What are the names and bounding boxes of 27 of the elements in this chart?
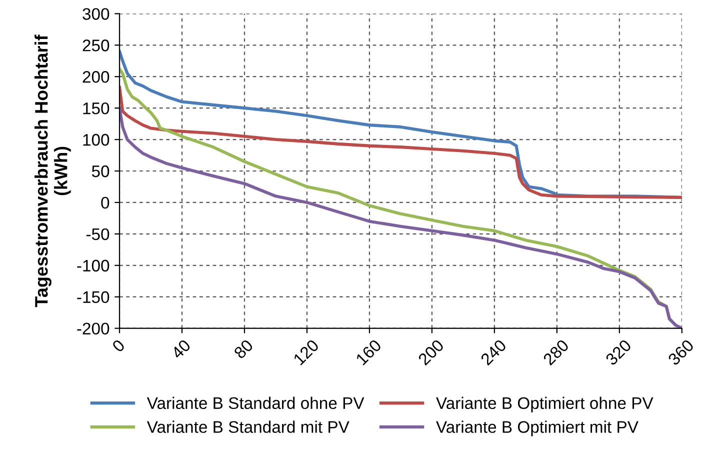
x-tick-label: 280 [542,338,570,366]
x-tick-label: 240 [480,338,507,366]
y-tick-label: -100 [77,260,110,272]
y-tick-label: 250 [82,40,110,52]
x-tick-label: 120 [292,338,320,366]
legend-label: Variante B Standard ohne PV [146,396,364,410]
x-tick-label: 40 [170,338,192,360]
y-tick-label: 50 [92,165,110,178]
y-tick-label: 100 [83,134,110,146]
x-tick-label: 80 [233,338,254,360]
x-tick-label: 360 [667,338,694,366]
x-tick-label: 160 [355,338,382,366]
y-tick-label: -150 [77,291,110,304]
x-tick-label: 0 [112,338,126,353]
y-tick-label: -50 [86,228,110,240]
line-series [120,86,682,199]
legend-label: Variante B Optimiert ohne PV [436,396,654,412]
y-axis-title: Tagesstromverbrauch Hochtarif (kWh) [34,34,71,308]
x-tick-label: 200 [418,338,444,366]
y-tick-label: -200 [77,322,110,335]
y-tick-label: 0 [101,196,110,209]
y-tick-label: 300 [82,8,110,20]
legend-label: Variante B Standard mit PV [146,420,350,433]
y-tick-label: 200 [82,71,110,83]
x-tick-label: 320 [604,338,632,366]
y-tick-label: 150 [83,102,110,114]
legend-label: Variante B Optimiert mit PV [436,420,638,436]
